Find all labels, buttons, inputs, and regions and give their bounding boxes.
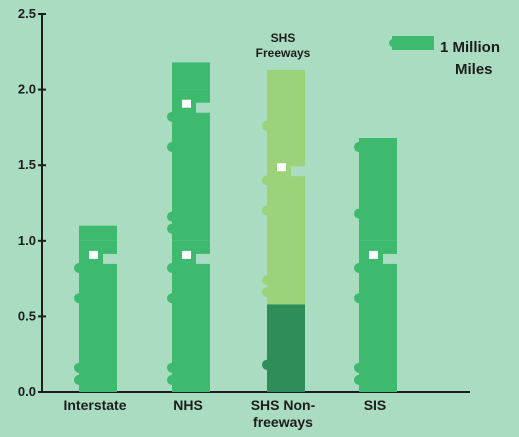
bar-window: [89, 250, 98, 259]
bar-window: [182, 99, 191, 108]
bar-edge-bump: [262, 175, 272, 186]
y-tick-label: 2.5: [18, 6, 36, 21]
bar-edge-bump: [354, 208, 364, 219]
y-tick-label: 1.5: [18, 157, 36, 172]
bar-edge-bump: [74, 374, 84, 385]
bar-edge-bump: [74, 293, 84, 304]
x-category-label: SIS: [364, 397, 387, 413]
bar-segment: [359, 137, 397, 241]
legend-swatch: [392, 36, 434, 50]
bar-notch: [383, 253, 397, 264]
bar-group: [354, 137, 397, 392]
bar-notch: [196, 102, 210, 113]
bar-segment: [79, 240, 117, 392]
bar-edge-bump: [262, 287, 272, 298]
x-axis-labels: Interstate NHS SHS Non-freeways SIS: [63, 397, 386, 430]
bar-segment: [267, 304, 305, 392]
bar-edge-bump: [167, 362, 177, 373]
bar-edge-bump: [167, 142, 177, 153]
y-tick-label: 0.0: [18, 384, 36, 399]
legend: 1 Million Miles: [389, 36, 500, 78]
x-category-label: SHS Non-freeways: [251, 397, 316, 430]
bar-edge-bump: [262, 275, 272, 286]
bar-segment: [79, 225, 117, 241]
y-tick-label: 0.5: [18, 308, 36, 323]
bar-segment: [267, 69, 305, 154]
annotation-label: SHS Freeways: [256, 31, 311, 60]
bar-edge-bump: [354, 142, 364, 153]
bar-edge-bump: [167, 374, 177, 385]
bar-segment: [172, 89, 210, 241]
bar-group: [262, 69, 305, 392]
bar-edge-bump: [167, 293, 177, 304]
y-tick-label: 1.0: [18, 233, 36, 248]
bar-segment: [267, 153, 305, 305]
bar-edge-bump: [354, 374, 364, 385]
bar-edge-bump: [74, 362, 84, 373]
bar-edge-bump: [262, 359, 272, 370]
bar-notch: [291, 166, 305, 177]
bar-group: [74, 225, 117, 392]
bar-window: [277, 163, 286, 172]
annotation: SHS Freeways: [256, 31, 311, 60]
bar-edge-bump: [74, 263, 84, 274]
bar-edge-bump: [354, 362, 364, 373]
bars: [74, 62, 397, 392]
bar-edge-bump: [167, 211, 177, 222]
bar-segment: [172, 240, 210, 392]
bar-segment: [359, 240, 397, 392]
legend-swatch-bump: [389, 39, 397, 47]
bar-segment: [172, 62, 210, 90]
bar-group: [167, 62, 210, 392]
bar-notch: [196, 253, 210, 264]
bar-window: [182, 250, 191, 259]
x-category-label: Interstate: [63, 397, 126, 413]
legend-label: 1 Million Miles: [440, 39, 500, 78]
bar-edge-bump: [167, 263, 177, 274]
y-tick-label: 2.0: [18, 82, 36, 97]
bar-edge-bump: [354, 263, 364, 274]
bar-edge-bump: [262, 205, 272, 216]
bar-notch: [103, 253, 117, 264]
x-category-label: NHS: [173, 397, 203, 413]
bar-window: [369, 250, 378, 259]
bar-edge-bump: [354, 293, 364, 304]
bar-edge-bump: [262, 120, 272, 131]
bar-edge-bump: [167, 223, 177, 234]
bar-edge-bump: [167, 111, 177, 122]
